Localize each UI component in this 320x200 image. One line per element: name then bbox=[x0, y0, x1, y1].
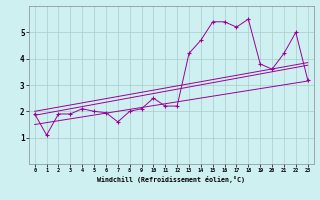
X-axis label: Windchill (Refroidissement éolien,°C): Windchill (Refroidissement éolien,°C) bbox=[97, 176, 245, 183]
